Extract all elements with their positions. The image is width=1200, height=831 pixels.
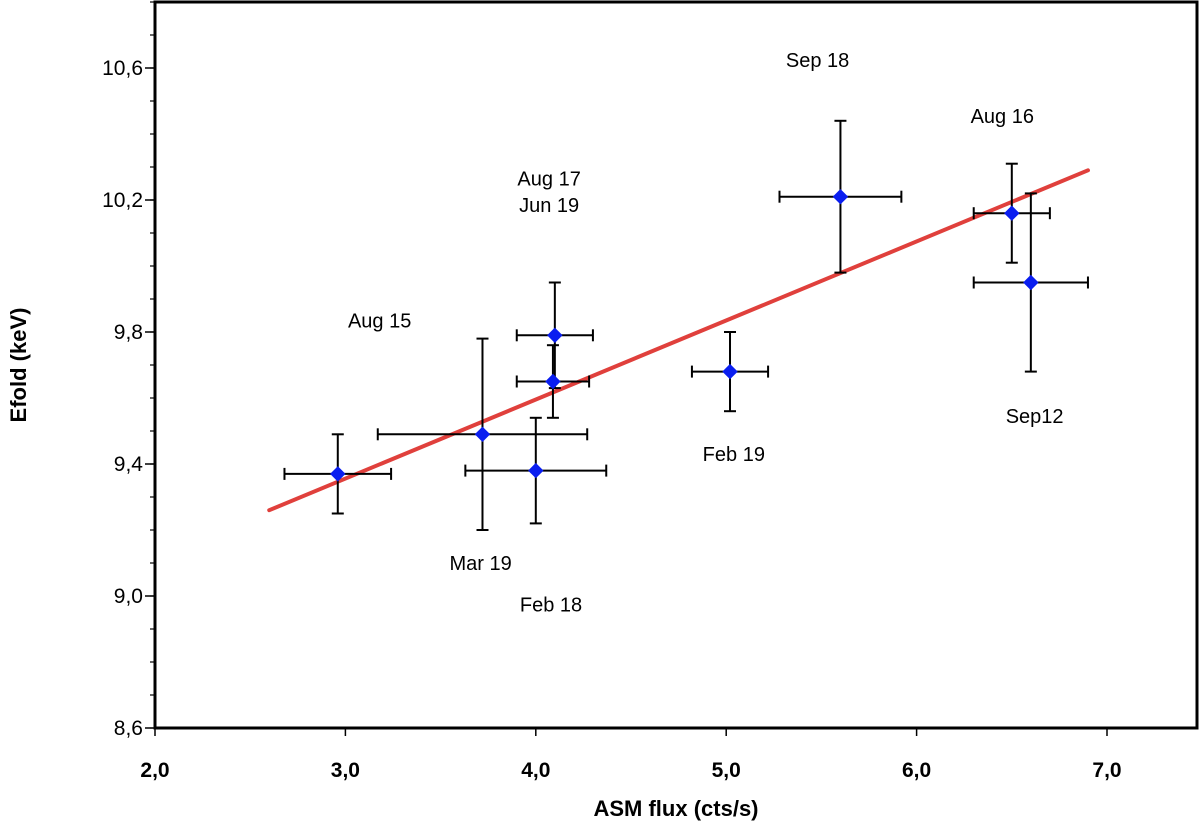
- x-axis-ticks: 2,0 3,0 4,0 5,0 6,0 7,0: [140, 728, 1122, 782]
- data-point: [832, 188, 849, 205]
- annotation-label: Sep 18: [786, 50, 849, 72]
- data-point: [722, 363, 738, 380]
- x-axis-title: ASM flux (cts/s): [593, 796, 758, 821]
- annotation-label: Aug 16: [971, 106, 1034, 128]
- annotations: Aug 15 Aug 17 Jun 19 Sep 18 Aug 16 Mar 19 Feb …: [348, 50, 1064, 617]
- x-tick-label: 6,0: [902, 759, 931, 782]
- data-point: [528, 462, 544, 479]
- x-tick-label: 5,0: [712, 759, 741, 782]
- data-point: [545, 373, 561, 390]
- y-tick-label: 9,8: [114, 321, 143, 344]
- x-tick-label: 3,0: [331, 759, 360, 782]
- data-point: [1004, 205, 1020, 221]
- x-tick-label: 4,0: [521, 759, 550, 782]
- data-points: [330, 188, 1039, 482]
- x-tick-label: 7,0: [1092, 759, 1121, 782]
- annotation-label: Jun 19: [519, 195, 579, 217]
- annotation-label: Aug 15: [348, 310, 411, 332]
- annotation-label: Mar 19: [449, 553, 511, 575]
- y-tick-label: 9,4: [114, 453, 144, 476]
- data-point: [330, 466, 346, 482]
- y-axis-title: Efold (keV): [6, 308, 31, 423]
- y-tick-label: 9,0: [114, 585, 143, 608]
- annotation-label: Feb 19: [703, 444, 765, 466]
- plot-frame: [153, 0, 1199, 730]
- x-tick-label: 2,0: [140, 759, 169, 782]
- y-tick-label: 10,2: [102, 189, 143, 212]
- data-point: [547, 327, 563, 344]
- fit-line: [267, 168, 1090, 513]
- annotation-label: Sep12: [1006, 406, 1064, 428]
- data-point: [474, 426, 491, 443]
- data-point: [1023, 274, 1039, 291]
- y-axis-ticks: 8,6 9,0 9,4 9,8 10,2 10,6: [102, 57, 155, 740]
- y-tick-label: 8,6: [114, 717, 143, 740]
- annotation-label: Feb 18: [520, 594, 582, 616]
- fit-line-group: [267, 168, 1090, 513]
- y-tick-label: 10,6: [102, 57, 143, 80]
- annotation-label: Aug 17: [517, 169, 580, 191]
